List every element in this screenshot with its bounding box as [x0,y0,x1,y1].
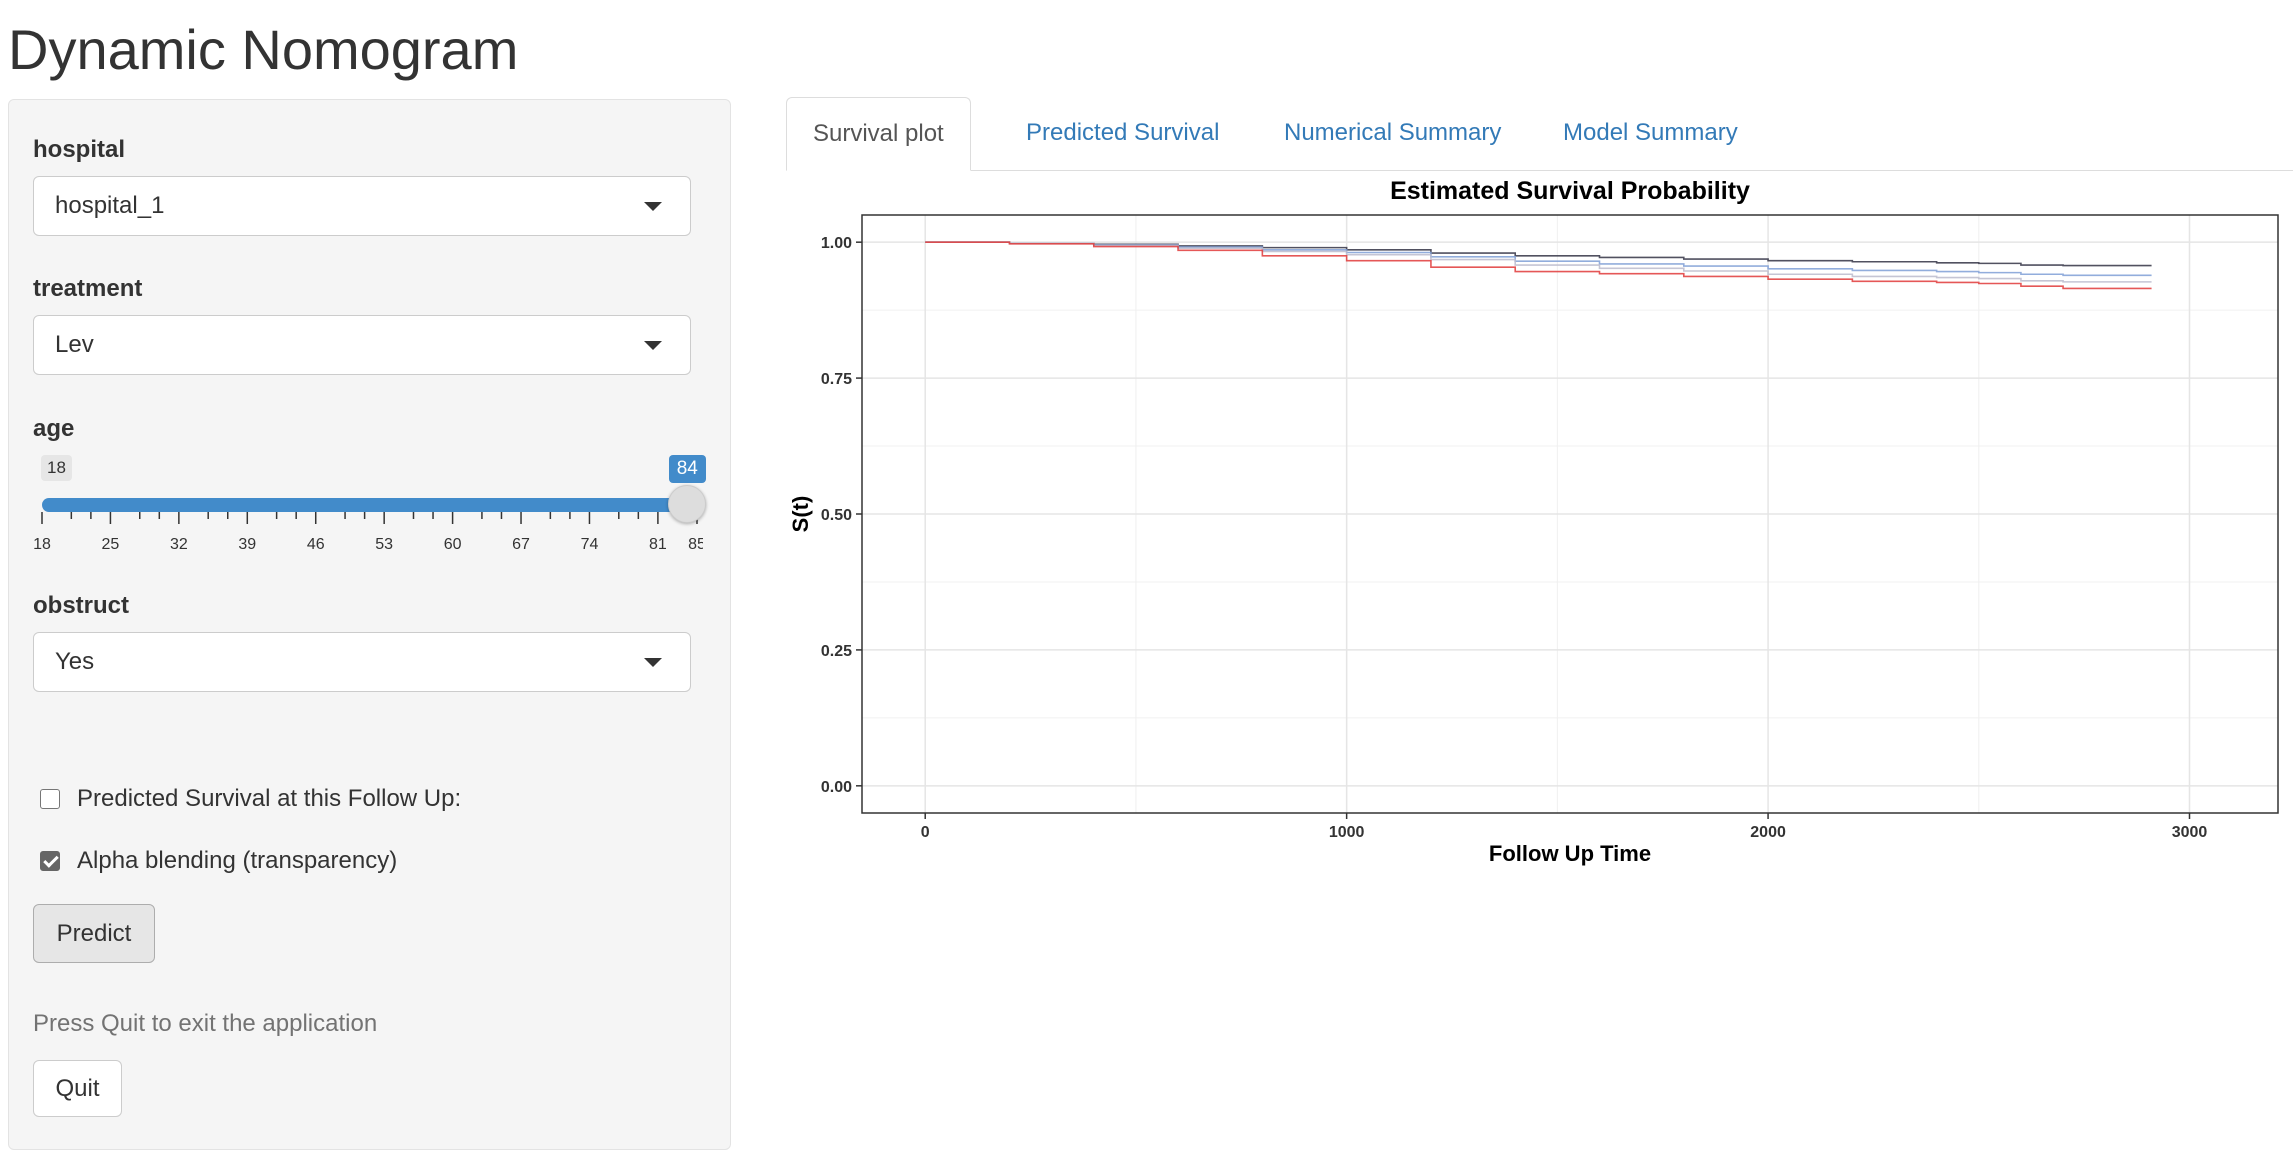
treatment-label: treatment [33,275,143,302]
slider-value-badge: 84 [668,455,706,483]
x-axis-label: Follow Up Time [1489,841,1651,866]
tab-predicted-survival[interactable]: Predicted Survival [1026,119,1220,146]
chevron-down-icon [644,341,662,350]
page-title: Dynamic Nomogram [8,18,519,81]
y-tick-label: 0.25 [821,643,852,660]
obstruct-select-value: Yes [55,648,95,675]
obstruct-label: obstruct [33,592,129,619]
tab-bar: Survival plot Predicted Survival Numeric… [786,97,2293,171]
y-tick-label: 1.00 [821,235,852,252]
tab-survival-plot[interactable]: Survival plot [786,97,971,171]
slider-tick-label: 53 [375,536,393,553]
chevron-down-icon [644,658,662,667]
age-slider[interactable]: 18 84 18 25 32 39 46 53 60 67 74 81 85 [33,453,707,563]
obstruct-select[interactable]: Yes [33,632,691,692]
x-tick-label: 0 [921,824,930,841]
quit-help-text: Press Quit to exit the application [33,1010,378,1037]
age-label: age [33,415,75,442]
slider-tick-label: 85 [688,536,703,553]
survival-curve-4 [925,241,2152,290]
chart-title: Estimated Survival Probability [1390,177,1750,205]
predict-button[interactable]: Predict [33,904,155,963]
predict-followup-checkbox[interactable] [40,789,60,809]
treatment-select-value: Lev [55,331,94,358]
slider-tick-label: 74 [581,536,599,553]
y-tick-label: 0.50 [821,507,852,524]
y-tick-label: 0.75 [821,371,852,388]
hospital-select-value: hospital_1 [55,192,165,219]
quit-button[interactable]: Quit [33,1060,122,1117]
x-tick-label: 3000 [2172,824,2208,841]
tab-model-summary[interactable]: Model Summary [1563,119,1738,146]
x-tick-label: 2000 [1750,824,1786,841]
slider-tick-label: 25 [102,536,120,553]
slider-min-badge: 18 [41,455,72,481]
slider-tick-label: 81 [649,536,667,553]
slider-tick-label: 18 [33,536,51,553]
survival-plot-panel: 0.00 0.25 0.50 0.75 1.00 0 1000 2000 3000 Estimat… [786,170,2293,880]
slider-tick-label: 67 [512,536,530,553]
slider-tick-label: 32 [170,536,188,553]
treatment-select[interactable]: Lev [33,315,691,375]
y-tick-label: 0.00 [821,779,852,796]
slider-tick-label: 39 [238,536,256,553]
sidebar-panel [8,99,731,1150]
slider-handle[interactable] [668,485,707,523]
tab-numerical-summary[interactable]: Numerical Summary [1284,119,1502,146]
chevron-down-icon [644,202,662,211]
alpha-blending-label: Alpha blending (transparency) [77,847,398,874]
slider-fill-bar [42,498,688,512]
slider-tick-scale: 18 25 32 39 46 53 60 67 74 81 85 [33,512,703,553]
x-tick-label: 1000 [1329,824,1365,841]
hospital-select[interactable]: hospital_1 [33,176,691,236]
alpha-blending-checkbox[interactable] [40,851,60,871]
y-axis-label: S(t) [788,496,813,533]
hospital-label: hospital [33,136,126,163]
slider-tick-label: 60 [444,536,462,553]
predict-followup-label: Predicted Survival at this Follow Up: [77,785,462,812]
survival-chart: 0.00 0.25 0.50 0.75 1.00 0 1000 2000 3000 Estimat… [788,177,2279,866]
slider-tick-label: 46 [307,536,325,553]
